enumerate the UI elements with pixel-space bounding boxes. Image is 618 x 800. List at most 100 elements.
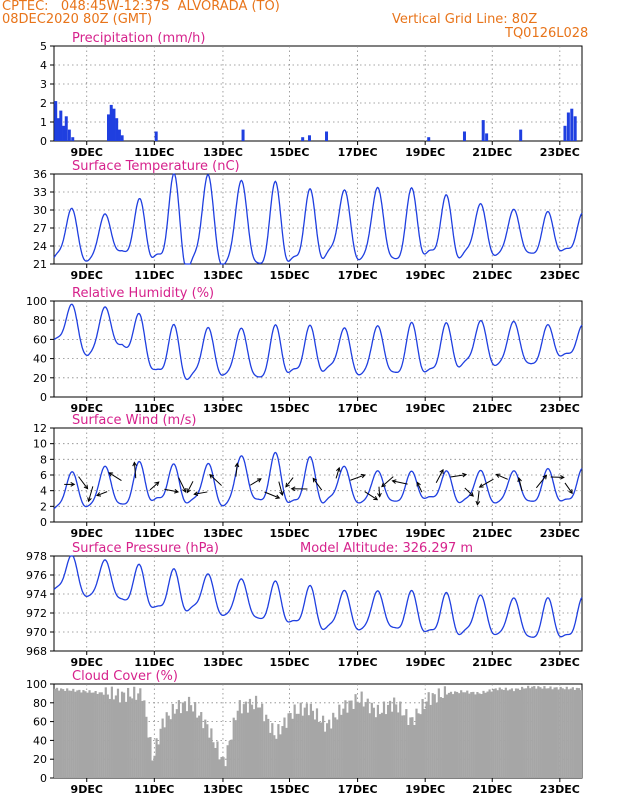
wind-arrow bbox=[416, 482, 423, 493]
wind-arrow bbox=[378, 486, 381, 497]
cloud-bar bbox=[177, 700, 180, 778]
cloud-bar bbox=[222, 757, 225, 778]
cloud-bar bbox=[124, 701, 128, 778]
cloud-bar bbox=[230, 739, 233, 778]
wind-arrow-head bbox=[83, 484, 89, 490]
wind-arrow bbox=[335, 467, 340, 479]
cloud-bar bbox=[185, 711, 189, 778]
wind-arrow bbox=[149, 481, 160, 491]
cloud-bar bbox=[315, 708, 319, 778]
cloud-bar bbox=[273, 735, 276, 778]
cloud-bar bbox=[307, 715, 310, 778]
wind-arrow-head bbox=[108, 472, 114, 477]
x-tick-label: 17DEC bbox=[338, 656, 378, 669]
x-tick-label: 21DEC bbox=[472, 783, 512, 796]
y-tick-label: 24 bbox=[33, 240, 47, 253]
cloud-bar bbox=[216, 741, 219, 778]
y-tick-label: 40 bbox=[33, 734, 47, 747]
y-tick-label: 970 bbox=[26, 626, 47, 639]
cloud-bar bbox=[431, 693, 434, 778]
x-tick-label: 13DEC bbox=[203, 527, 243, 540]
cloud-bar bbox=[449, 691, 453, 778]
y-tick-label: 0 bbox=[40, 516, 47, 529]
x-tick-label: 23DEC bbox=[540, 146, 580, 159]
cloud-bar bbox=[319, 722, 323, 778]
x-tick-label: 9DEC bbox=[71, 527, 103, 540]
y-tick-label: 36 bbox=[33, 168, 47, 181]
precip-bar bbox=[109, 104, 113, 141]
cloud-bar bbox=[198, 715, 201, 778]
x-tick-label: 21DEC bbox=[472, 146, 512, 159]
cloud-bar bbox=[545, 688, 548, 778]
cloud-bar bbox=[153, 755, 156, 778]
cloud-bar bbox=[462, 692, 465, 778]
cloud-bar bbox=[252, 709, 256, 778]
cloud-bar bbox=[151, 760, 154, 778]
precip-bar bbox=[54, 101, 58, 141]
cloud-bar bbox=[328, 719, 331, 778]
cloud-bar bbox=[405, 709, 408, 778]
x-tick-label: 17DEC bbox=[338, 783, 378, 796]
cloud-bar bbox=[468, 693, 471, 778]
cloud-bar bbox=[472, 691, 475, 778]
wind-arrow-head bbox=[336, 466, 341, 472]
cloud-bar bbox=[53, 688, 57, 778]
cloud-bar bbox=[326, 723, 329, 778]
cloud-bar bbox=[163, 727, 166, 778]
wind-arrow-head bbox=[560, 474, 565, 480]
wind-arrow-head bbox=[478, 483, 484, 488]
cloud-bar bbox=[68, 690, 71, 778]
cloud-bar bbox=[157, 744, 160, 778]
cloud-bar bbox=[244, 701, 248, 778]
wind-arrow bbox=[496, 473, 508, 480]
x-tick-label: 15DEC bbox=[269, 783, 309, 796]
cloud-bar bbox=[561, 688, 564, 778]
wind-arrow-head bbox=[416, 481, 421, 487]
cloud-bar bbox=[100, 692, 103, 778]
cloud-bar bbox=[551, 689, 554, 778]
cloud-bar bbox=[72, 688, 75, 778]
x-tick-label: 19DEC bbox=[405, 269, 445, 282]
x-tick-label: 15DEC bbox=[269, 146, 309, 159]
cloud-bar bbox=[137, 693, 140, 778]
cloud-bar bbox=[368, 713, 371, 778]
cloud-bar bbox=[346, 712, 349, 778]
precip-bar bbox=[241, 129, 245, 141]
cloud-bar bbox=[514, 688, 518, 778]
precip-bar bbox=[115, 118, 119, 141]
precip-bar bbox=[56, 118, 60, 141]
wind-arrow bbox=[476, 490, 480, 505]
wind-arrow bbox=[249, 478, 262, 486]
panel-4: 968 970 972 974 976 978 9DEC 11DEC 13DEC 15DEC 17D… bbox=[26, 541, 583, 669]
cloud-bar bbox=[393, 697, 396, 778]
cloud-bar bbox=[66, 688, 69, 778]
x-tick-label: 17DEC bbox=[338, 146, 378, 159]
wind-arrow-head bbox=[290, 486, 296, 492]
cloud-bar bbox=[76, 690, 79, 778]
y-tick-label: 100 bbox=[26, 295, 47, 308]
y-tick-label: 1 bbox=[40, 116, 47, 129]
cloud-bar bbox=[433, 694, 436, 778]
cloud-bar bbox=[187, 696, 191, 778]
cloud-bar bbox=[439, 697, 442, 778]
panel-3: 0 2 4 6 8 10 12 9DEC 11DEC 13DEC 15DEC 17DEC 19DEC 21… bbox=[33, 413, 583, 540]
wind-arrow-head bbox=[373, 495, 379, 501]
cloud-bar bbox=[311, 710, 315, 778]
cloud-bar bbox=[451, 694, 455, 778]
y-tick-label: 968 bbox=[26, 645, 47, 658]
wind-arrow-head bbox=[381, 482, 386, 488]
x-tick-label: 19DEC bbox=[405, 146, 445, 159]
panel-1: 21 24 27 30 33 36 9DEC 11DEC 13DEC 15DEC 17DEC 19DE… bbox=[33, 159, 583, 282]
cloud-bar bbox=[167, 715, 170, 778]
cloud-bar bbox=[340, 714, 343, 778]
wind-arrow bbox=[278, 481, 283, 496]
wind-arrow-head bbox=[475, 500, 481, 506]
cloud-bar bbox=[508, 689, 512, 778]
cloud-bar bbox=[192, 711, 195, 778]
wind-arrow-head bbox=[312, 477, 318, 483]
cloud-bar bbox=[194, 702, 197, 778]
cloud-bar bbox=[234, 720, 237, 778]
cloud-bar bbox=[486, 691, 489, 778]
y-tick-label: 30 bbox=[33, 204, 47, 217]
cloud-bar bbox=[127, 687, 130, 778]
